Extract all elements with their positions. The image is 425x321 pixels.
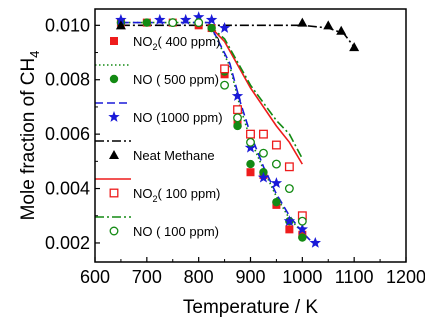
data-point-series-3	[336, 25, 347, 35]
data-point-series-5	[297, 216, 307, 226]
data-point-series-5	[271, 159, 281, 169]
data-point-series-0	[246, 168, 255, 177]
data-point-series-2	[296, 223, 308, 235]
data-point-series-4	[246, 129, 255, 139]
fit-line	[208, 24, 303, 165]
legend-label: NO (1000 ppm)	[133, 110, 223, 125]
data-point-series-4	[259, 129, 268, 139]
x-tick-label: 1200	[386, 267, 425, 287]
legend-marker	[109, 150, 119, 159]
data-point-series-5	[259, 148, 268, 158]
data-point-series-2	[309, 237, 321, 248]
data-point-series-4	[284, 162, 294, 172]
data-point-series-5	[220, 80, 230, 90]
x-tick-label: 1000	[282, 267, 322, 287]
fit-line	[120, 21, 311, 241]
data-point-series-1	[233, 121, 242, 131]
data-point-series-3	[115, 20, 126, 30]
x-tick-label: 600	[80, 267, 110, 287]
data-point-series-1	[142, 18, 152, 27]
legend-label: NO2( 100 ppm)	[133, 186, 220, 204]
data-point-series-2	[115, 13, 127, 25]
data-point-series-2	[180, 13, 192, 25]
y-axis-title-main: Mole fraction of CH	[18, 58, 39, 221]
data-point-series-2	[244, 141, 257, 153]
data-point-series-4	[220, 64, 230, 74]
legend-label: NO ( 100 ppm)	[133, 224, 219, 239]
data-point-series-1	[272, 197, 281, 207]
axes: 600 700 800 900 1000 1100 1200 0.002 0.004 0.006 0…	[45, 15, 425, 287]
data-point-series-2	[154, 13, 166, 25]
data-point-series-3	[323, 20, 334, 30]
x-tick-label: 1100	[335, 267, 374, 287]
data-point-series-5	[168, 18, 178, 28]
y-axis-title: Mole fraction of CH4	[18, 51, 42, 221]
data-point-series-3	[349, 42, 360, 52]
data-points	[115, 11, 360, 248]
data-point-series-5	[284, 184, 294, 193]
data-point-series-1	[298, 233, 307, 242]
y-tick-label: 0.002	[45, 233, 90, 253]
legend-marker	[110, 37, 118, 45]
data-point-series-2	[257, 171, 270, 183]
x-tick-label: 700	[132, 267, 162, 287]
y-tick-label: 0.008	[45, 70, 90, 90]
data-point-series-1	[207, 23, 216, 33]
data-point-series-5	[194, 18, 204, 28]
data-point-series-1	[246, 159, 255, 169]
data-point-series-2	[193, 11, 205, 22]
y-tick-label: 0.010	[45, 15, 90, 35]
data-point-series-2	[218, 22, 231, 33]
data-point-series-3	[297, 17, 308, 27]
legend-label: NO2( 400 ppm)	[133, 34, 220, 52]
x-tick-label: 800	[184, 267, 214, 287]
data-point-series-0	[285, 225, 294, 234]
legend-label: Neat Methane	[133, 148, 215, 163]
data-point-series-5	[233, 113, 242, 123]
x-tick-label: 900	[235, 267, 265, 287]
fit-lines	[120, 21, 355, 241]
legend-marker	[109, 74, 119, 84]
data-point-series-5	[246, 137, 255, 147]
legend-marker	[109, 226, 119, 236]
data-point-series-4	[271, 140, 281, 150]
legend-marker	[109, 188, 119, 198]
y-tick-label: 0.006	[45, 124, 90, 144]
data-point-series-2	[270, 177, 283, 188]
data-point-series-4	[233, 105, 242, 115]
fit-line	[208, 24, 304, 159]
y-tick-label: 0.004	[45, 179, 90, 199]
data-point-series-2	[205, 13, 218, 25]
legend-label: NO ( 500 ppm)	[133, 72, 219, 87]
x-axis-title: Temperature / K	[183, 297, 318, 318]
legend-marker	[108, 111, 120, 122]
data-point-series-2	[231, 90, 244, 101]
y-axis-title-subscript: 4	[27, 51, 42, 58]
legend: NO2( 400 ppm) NO ( 500 ppm) NO (1000 ppm) N…	[95, 34, 223, 239]
data-point-series-2	[283, 215, 296, 226]
